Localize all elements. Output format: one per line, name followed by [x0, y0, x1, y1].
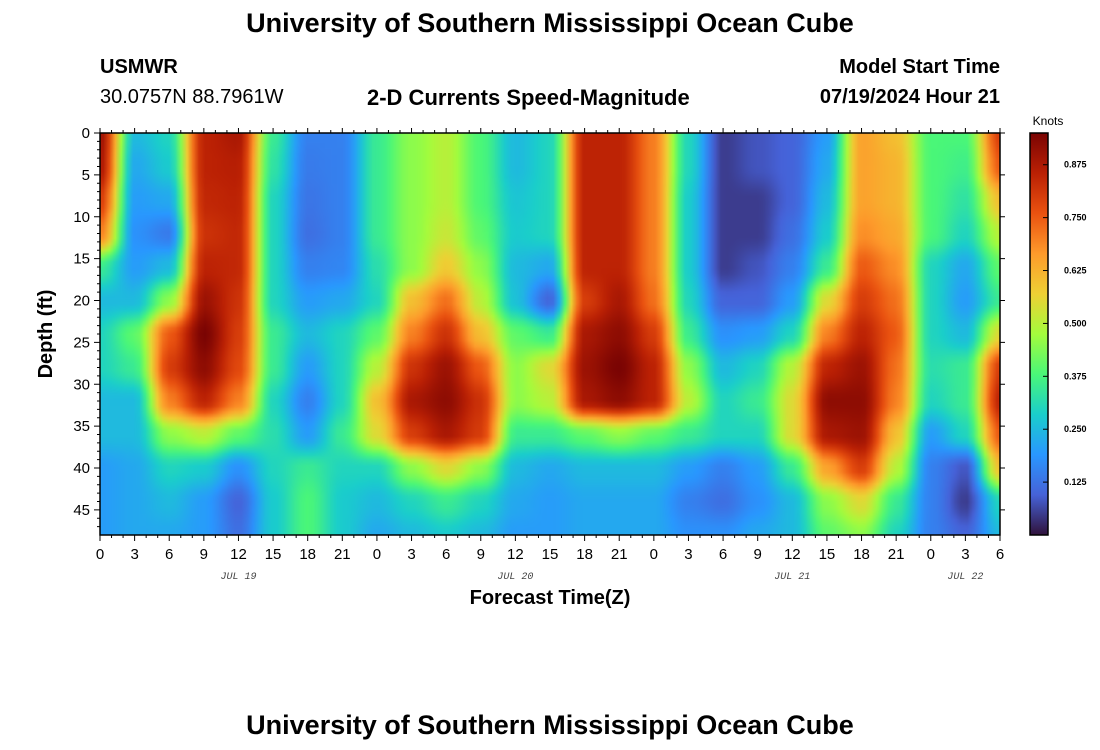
x-tick-label: 3	[130, 546, 138, 563]
date-label: JUL 19	[220, 572, 256, 583]
x-tick-label: 15	[542, 546, 559, 563]
footer-title: University of Southern Mississippi Ocean…	[246, 710, 854, 740]
colorbar-tick-label: 0.500	[1064, 318, 1087, 328]
y-tick-label: 20	[73, 293, 90, 310]
colorbar-fill	[1029, 132, 1049, 536]
station-coords: 30.0757N 88.7961W	[100, 86, 284, 108]
x-tick-label: 0	[650, 546, 658, 563]
colorbar-ticks: 0.875 0.750 0.625 0.500 0.375 0.250 0.125	[1043, 160, 1087, 487]
y-tick-label: 10	[73, 209, 90, 226]
colorbar-tick-label: 0.750	[1064, 213, 1087, 223]
colorbar-tick-label: 0.375	[1064, 371, 1087, 381]
date-label: JUL 22	[947, 572, 983, 583]
page-title: University of Southern Mississippi Ocean…	[246, 8, 854, 38]
date-label: JUL 20	[497, 572, 533, 583]
y-tick-label: 0	[82, 125, 90, 142]
x-tick-label: 15	[819, 546, 836, 563]
y-tick-label: 40	[73, 460, 90, 477]
x-tick-label: 9	[754, 546, 762, 563]
x-tick-label: 21	[334, 546, 351, 563]
colorbar: Knots 0.875 0.750 0.625 0.500 0.375 0.250 0.12…	[1029, 114, 1087, 536]
model-start-label: Model Start Time	[839, 56, 1000, 78]
date-label: JUL 21	[774, 572, 810, 583]
x-tick-label: 3	[961, 546, 969, 563]
y-tick-label: 5	[82, 167, 90, 184]
colorbar-tick-label: 0.250	[1064, 424, 1087, 434]
model-start-value: 07/19/2024 Hour 21	[819, 86, 1000, 108]
heatmap-image	[100, 133, 1000, 535]
x-tick-label: 0	[927, 546, 935, 563]
colorbar-unit: Knots	[1033, 114, 1064, 128]
y-tick-label: 25	[73, 334, 90, 351]
colorbar-tick-label: 0.125	[1064, 477, 1087, 487]
x-tick-label: 0	[96, 546, 104, 563]
x-tick-label: 6	[165, 546, 173, 563]
x-axis: 0 3 6 9 12 15 18 21 0 3 6 9 12 15 18 21 0 3 6 9 12 15 18 21 0 3 6	[96, 128, 1004, 563]
colorbar-tick-label: 0.625	[1064, 266, 1087, 276]
x-tick-label: 9	[200, 546, 208, 563]
x-tick-label: 6	[442, 546, 450, 563]
x-tick-label: 15	[265, 546, 282, 563]
currents-speed-heatmap: 0 3 6 9 12 15 18 21 0 3 6 9 12 15 18 21 0 3 6 9 12 15 18 21 0 3 6 …	[35, 114, 1087, 609]
y-tick-label: 35	[73, 418, 90, 435]
x-tick-label: 6	[719, 546, 727, 563]
colorbar-tick-label: 0.875	[1064, 160, 1087, 170]
x-axis-title: Forecast Time(Z)	[470, 587, 631, 609]
date-labels: JUL 19 JUL 20 JUL 21 JUL 22	[220, 572, 983, 583]
x-tick-label: 6	[996, 546, 1004, 563]
x-tick-label: 12	[784, 546, 801, 563]
station-id: USMWR	[100, 56, 178, 78]
y-tick-label: 15	[73, 251, 90, 268]
x-tick-label: 18	[576, 546, 593, 563]
x-tick-label: 18	[299, 546, 316, 563]
y-axis: 0 5 10 15 20 25 30 35 40 45	[73, 125, 1005, 528]
y-tick-label: 30	[73, 376, 90, 393]
y-tick-label: 45	[73, 502, 90, 519]
x-tick-label: 0	[373, 546, 381, 563]
y-axis-title: Depth (ft)	[35, 290, 57, 379]
chart-title: 2-D Currents Speed-Magnitude	[367, 85, 690, 110]
x-tick-label: 18	[853, 546, 870, 563]
x-tick-label: 21	[888, 546, 905, 563]
x-tick-label: 9	[477, 546, 485, 563]
x-tick-label: 12	[230, 546, 247, 563]
x-tick-label: 12	[507, 546, 524, 563]
x-tick-label: 3	[407, 546, 415, 563]
x-tick-label: 3	[684, 546, 692, 563]
x-tick-label: 21	[611, 546, 628, 563]
